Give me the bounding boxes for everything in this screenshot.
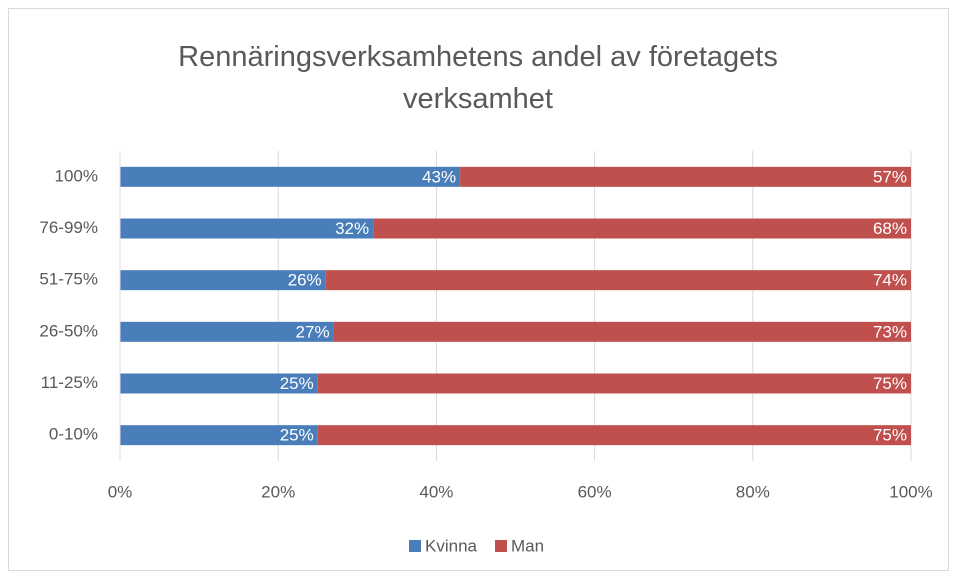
bar-segment xyxy=(325,270,911,291)
data-label: 32% xyxy=(335,219,369,238)
data-label: 75% xyxy=(873,426,907,445)
chart-title: Rennäringsverksamhetens andel av företag… xyxy=(178,41,778,115)
legend-label: Kvinna xyxy=(425,536,478,555)
y-tick-label: 100% xyxy=(55,166,98,185)
legend-swatch xyxy=(409,540,421,552)
bar-segment xyxy=(460,166,911,187)
y-tick-label: 51-75% xyxy=(39,270,98,289)
bar-segment xyxy=(120,425,318,446)
bar-segment xyxy=(120,373,318,394)
data-label: 25% xyxy=(280,374,314,393)
data-label: 43% xyxy=(422,167,456,186)
bar-segment xyxy=(373,218,911,239)
data-label: 74% xyxy=(873,271,907,290)
x-tick-label: 20% xyxy=(261,482,295,501)
legend-label: Man xyxy=(511,536,544,555)
data-label: 27% xyxy=(296,322,330,341)
bar-segment xyxy=(333,321,911,342)
y-tick-label: 26-50% xyxy=(39,321,98,340)
legend-swatch xyxy=(494,540,507,552)
bar-segment xyxy=(120,166,461,187)
y-tick-label: 76-99% xyxy=(39,218,98,237)
x-tick-label: 80% xyxy=(736,482,770,501)
y-tick-label: 0-10% xyxy=(49,425,98,444)
x-tick-label: 0% xyxy=(108,482,133,501)
bar-segment xyxy=(317,425,911,446)
data-label: 75% xyxy=(873,374,907,393)
bar-segment xyxy=(317,373,911,394)
bar-segment xyxy=(120,218,374,239)
y-tick-label: 11-25% xyxy=(41,373,98,392)
x-tick-label: 40% xyxy=(419,482,453,501)
data-label: 68% xyxy=(873,219,907,238)
bar-segment xyxy=(120,321,334,342)
data-label: 57% xyxy=(873,167,907,186)
bar-segment xyxy=(120,270,326,291)
data-label: 73% xyxy=(873,322,907,341)
x-tick-label: 60% xyxy=(578,482,612,501)
data-label: 25% xyxy=(280,426,314,445)
x-tick-label: 100% xyxy=(889,482,932,501)
data-label: 26% xyxy=(288,271,322,290)
